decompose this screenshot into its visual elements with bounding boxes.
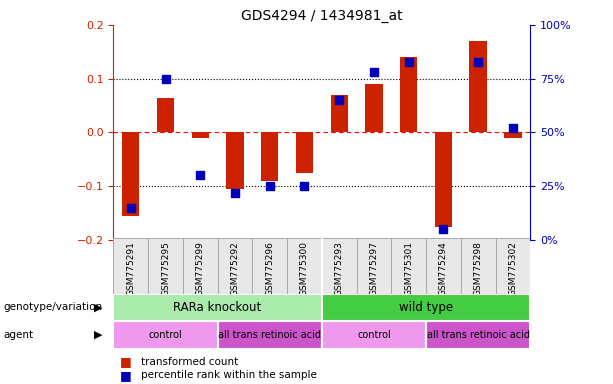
Point [473, 58, 483, 65]
Text: ▶: ▶ [94, 302, 102, 312]
Bar [322, 238, 357, 294]
Bar [426, 238, 461, 294]
Title: GDS4294 / 1434981_at: GDS4294 / 1434981_at [241, 8, 403, 23]
Bar [322, 321, 426, 349]
Point [230, 190, 240, 196]
Text: transformed count: transformed count [141, 356, 238, 367]
Text: ▶: ▶ [94, 330, 102, 340]
Bar [113, 238, 148, 294]
Bar [357, 238, 391, 294]
Text: GSM775301: GSM775301 [404, 241, 413, 296]
Text: genotype/variation: genotype/variation [3, 302, 102, 312]
Text: all trans retinoic acid: all trans retinoic acid [218, 330, 321, 340]
Bar [400, 57, 417, 132]
Bar [191, 132, 209, 138]
Point [300, 183, 310, 189]
Bar [504, 132, 522, 138]
Bar [322, 294, 530, 321]
Bar [435, 132, 452, 227]
Text: GSM775294: GSM775294 [439, 241, 448, 296]
Point [404, 58, 414, 65]
Text: GSM775296: GSM775296 [265, 241, 274, 296]
Text: GSM775291: GSM775291 [126, 241, 135, 296]
Point [161, 76, 170, 82]
Bar [461, 238, 495, 294]
Bar [183, 238, 218, 294]
Text: ■: ■ [120, 355, 131, 368]
Bar [495, 238, 530, 294]
Point [196, 172, 205, 179]
Bar [330, 95, 348, 132]
Bar [122, 132, 140, 216]
Bar [218, 321, 322, 349]
Bar [426, 321, 530, 349]
Point [438, 226, 448, 232]
Text: GSM775295: GSM775295 [161, 241, 170, 296]
Bar [113, 321, 218, 349]
Bar [253, 238, 287, 294]
Text: ■: ■ [120, 369, 131, 382]
Text: GSM775298: GSM775298 [474, 241, 482, 296]
Bar [470, 41, 487, 132]
Text: GSM775293: GSM775293 [335, 241, 344, 296]
Text: wild type: wild type [399, 301, 453, 314]
Text: percentile rank within the sample: percentile rank within the sample [141, 370, 317, 381]
Text: GSM775302: GSM775302 [508, 241, 517, 296]
Bar [365, 84, 383, 132]
Text: control: control [357, 330, 391, 340]
Text: GSM775292: GSM775292 [230, 241, 240, 296]
Text: GSM775299: GSM775299 [196, 241, 205, 296]
Text: GSM775297: GSM775297 [370, 241, 378, 296]
Bar [113, 294, 322, 321]
Text: control: control [148, 330, 183, 340]
Bar [218, 238, 253, 294]
Text: all trans retinoic acid: all trans retinoic acid [427, 330, 530, 340]
Text: agent: agent [3, 330, 33, 340]
Point [265, 183, 275, 189]
Bar [148, 238, 183, 294]
Bar [287, 238, 322, 294]
Bar [226, 132, 244, 189]
Bar [261, 132, 278, 181]
Point [126, 205, 135, 211]
Bar [391, 238, 426, 294]
Bar [296, 132, 313, 173]
Point [508, 125, 518, 131]
Point [334, 97, 344, 103]
Text: GSM775300: GSM775300 [300, 241, 309, 296]
Bar [157, 98, 174, 132]
Point [369, 69, 379, 75]
Text: RARa knockout: RARa knockout [173, 301, 262, 314]
